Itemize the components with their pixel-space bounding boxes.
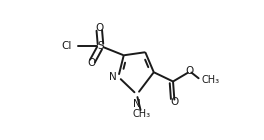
Text: S: S xyxy=(97,41,104,51)
Text: N: N xyxy=(109,72,117,82)
Text: Cl: Cl xyxy=(61,41,71,51)
Text: O: O xyxy=(171,97,179,107)
Text: CH₃: CH₃ xyxy=(201,75,220,85)
Text: N: N xyxy=(133,99,141,109)
Text: O: O xyxy=(95,23,103,33)
Text: O: O xyxy=(87,58,96,68)
Text: CH₃: CH₃ xyxy=(133,109,150,119)
Text: O: O xyxy=(186,66,194,76)
